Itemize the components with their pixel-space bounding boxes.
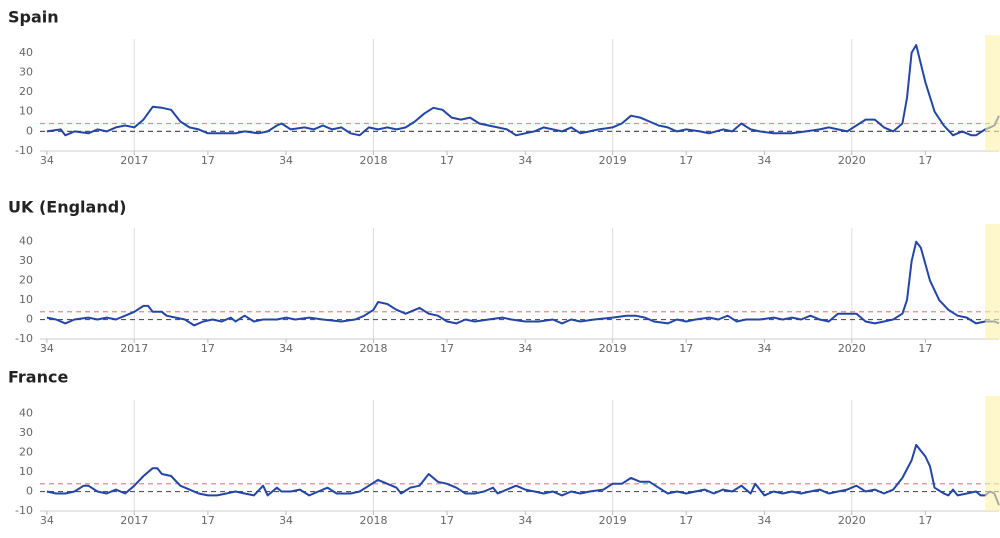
x-tick-label: 2017 xyxy=(120,514,148,527)
x-tick-label: 34 xyxy=(40,514,54,527)
x-tick-label: 2020 xyxy=(838,342,866,355)
x-tick-label: 34 xyxy=(757,154,771,167)
y-tick-label: 30 xyxy=(19,254,33,267)
x-tick-label: 2019 xyxy=(599,154,627,167)
y-tick-label: -10 xyxy=(15,332,33,345)
x-tick-label: 17 xyxy=(201,514,215,527)
x-tick-label: 17 xyxy=(918,342,932,355)
x-tick-label: 34 xyxy=(518,154,532,167)
y-tick-label: -10 xyxy=(15,144,33,157)
y-tick-label: 40 xyxy=(19,235,33,248)
y-tick-label: 30 xyxy=(19,426,33,439)
x-tick-label: 34 xyxy=(279,154,293,167)
y-tick-label: 40 xyxy=(19,407,33,420)
x-tick-label: 2018 xyxy=(359,514,387,527)
y-tick-label: 20 xyxy=(19,446,33,459)
x-tick-label: 34 xyxy=(279,342,293,355)
x-tick-label: 2020 xyxy=(838,154,866,167)
data-line xyxy=(46,44,1000,137)
x-tick-label: 2017 xyxy=(120,342,148,355)
panel-title: France xyxy=(8,368,68,387)
shaded-region xyxy=(985,35,1000,151)
x-tick-label: 17 xyxy=(440,342,454,355)
x-tick-label: 17 xyxy=(918,154,932,167)
x-tick-label: 17 xyxy=(679,154,693,167)
x-tick-label: 17 xyxy=(440,514,454,527)
y-tick-label: 20 xyxy=(19,85,33,98)
x-tick-label: 34 xyxy=(279,514,293,527)
y-tick-label: 0 xyxy=(26,313,33,326)
data-line xyxy=(46,240,1000,327)
x-tick-label: 17 xyxy=(440,154,454,167)
shaded-region xyxy=(985,396,1000,511)
x-tick-label: 17 xyxy=(201,154,215,167)
x-tick-label: 34 xyxy=(518,514,532,527)
x-tick-label: 34 xyxy=(757,342,771,355)
y-tick-label: 0 xyxy=(26,485,33,498)
panel-title: Spain xyxy=(8,8,59,27)
x-tick-label: 34 xyxy=(518,342,532,355)
y-tick-label: 20 xyxy=(19,274,33,287)
x-tick-label: 2019 xyxy=(599,514,627,527)
y-tick-label: 10 xyxy=(19,465,33,478)
x-tick-label: 2019 xyxy=(599,342,627,355)
x-tick-label: 34 xyxy=(40,154,54,167)
x-tick-label: 2017 xyxy=(120,154,148,167)
x-tick-label: 34 xyxy=(40,342,54,355)
x-tick-label: 2018 xyxy=(359,154,387,167)
x-tick-label: 17 xyxy=(201,342,215,355)
x-tick-label: 17 xyxy=(679,514,693,527)
shaded-region xyxy=(985,224,1000,339)
panel-title: UK (England) xyxy=(8,198,126,217)
data-line xyxy=(46,443,1000,506)
x-tick-label: 34 xyxy=(757,514,771,527)
x-tick-label: 2018 xyxy=(359,342,387,355)
x-tick-label: 17 xyxy=(918,514,932,527)
y-tick-label: 0 xyxy=(26,124,33,137)
y-tick-label: 40 xyxy=(19,46,33,59)
x-tick-label: 2020 xyxy=(838,514,866,527)
y-tick-label: 10 xyxy=(19,105,33,118)
y-tick-label: -10 xyxy=(15,504,33,517)
y-tick-label: 30 xyxy=(19,65,33,78)
x-tick-label: 17 xyxy=(679,342,693,355)
y-tick-label: 10 xyxy=(19,293,33,306)
